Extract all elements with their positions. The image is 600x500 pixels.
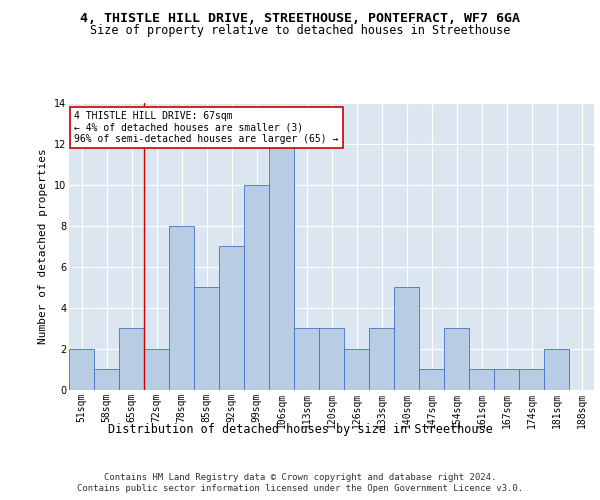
Text: Contains public sector information licensed under the Open Government Licence v3: Contains public sector information licen… — [77, 484, 523, 493]
Bar — [194, 288, 219, 390]
Bar — [544, 349, 569, 390]
Bar — [519, 370, 544, 390]
Bar — [494, 370, 519, 390]
Bar — [244, 184, 269, 390]
Bar — [444, 328, 469, 390]
Text: 4 THISTLE HILL DRIVE: 67sqm
← 4% of detached houses are smaller (3)
96% of semi-: 4 THISTLE HILL DRIVE: 67sqm ← 4% of deta… — [74, 111, 338, 144]
Bar — [144, 349, 169, 390]
Bar — [394, 288, 419, 390]
Text: Size of property relative to detached houses in Streethouse: Size of property relative to detached ho… — [90, 24, 510, 37]
Bar — [344, 349, 369, 390]
Bar — [119, 328, 144, 390]
Text: Distribution of detached houses by size in Streethouse: Distribution of detached houses by size … — [107, 422, 493, 436]
Text: 4, THISTLE HILL DRIVE, STREETHOUSE, PONTEFRACT, WF7 6GA: 4, THISTLE HILL DRIVE, STREETHOUSE, PONT… — [80, 12, 520, 26]
Y-axis label: Number of detached properties: Number of detached properties — [38, 148, 48, 344]
Bar — [419, 370, 444, 390]
Bar — [219, 246, 244, 390]
Bar — [269, 144, 294, 390]
Bar — [294, 328, 319, 390]
Bar — [319, 328, 344, 390]
Bar — [94, 370, 119, 390]
Bar — [169, 226, 194, 390]
Bar — [69, 349, 94, 390]
Bar — [369, 328, 394, 390]
Bar — [469, 370, 494, 390]
Text: Contains HM Land Registry data © Crown copyright and database right 2024.: Contains HM Land Registry data © Crown c… — [104, 472, 496, 482]
